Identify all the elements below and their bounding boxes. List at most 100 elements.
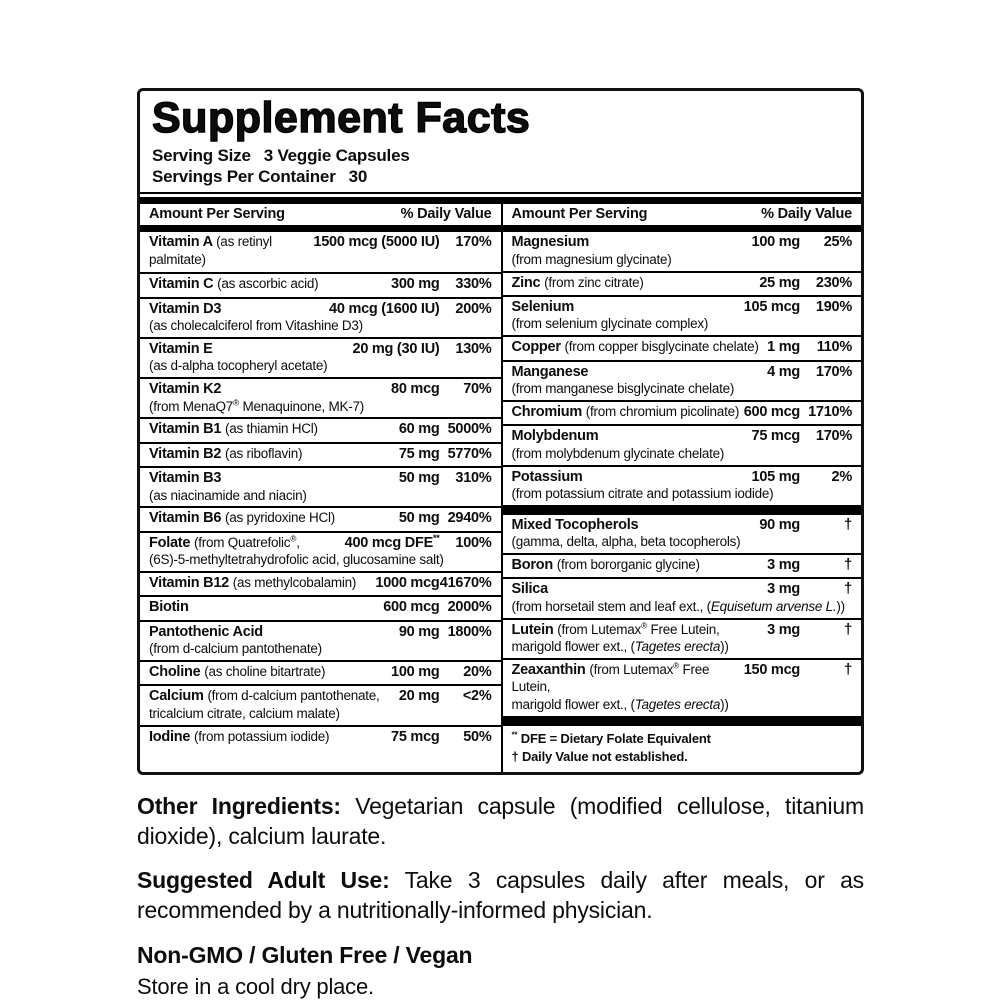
ingredient-daily-value: <2% <box>462 688 492 705</box>
ingredient-detail: (from Quatrefolic®, <box>193 533 300 550</box>
ingredient-name: Iodine (from potassium iodide) <box>149 728 330 745</box>
ingredient-detail: (from Lutemax® Free Lutein, <box>511 660 710 695</box>
table-row: Silica 3 mg † (from horsetail stem and leaf… <box>502 577 861 617</box>
ingredient-detail: (as riboflavin) <box>224 445 303 461</box>
other-ingredients-paragraph: Other Ingredients: Vegetarian capsule (m… <box>137 791 864 852</box>
ingredient-source: (as niacinamide and niacin) <box>149 487 307 503</box>
ingredient-daily-value: 170% <box>815 363 852 380</box>
ingredient-amount: 25 mg <box>759 274 800 291</box>
table-row: Vitamin B1 (as thiamin HCl) 60 mg 5000% <box>140 417 501 441</box>
table-row: Copper (from copper bisglycinate chelate… <box>502 335 861 359</box>
ingredient-amount: 1500 mcg (5000 IU) <box>313 234 440 251</box>
ingredient-amount: 100 mg <box>391 664 440 680</box>
panel-title: Supplement Facts <box>151 94 531 142</box>
ingredient-daily-value: 200% <box>455 300 492 317</box>
ingredient-daily-value: 5770% <box>447 445 492 462</box>
label-lower-text: Other Ingredients: Vegetarian capsule (m… <box>137 791 864 1000</box>
serving-size-line: Serving Size 3 Veggie Capsules <box>152 146 849 167</box>
table-row: Folate (from Quatrefolic®, 400 mcg DFE** 1… <box>140 530 501 571</box>
table-row: Pantothenic Acid 90 mg 1800% (from d-calciu… <box>140 619 501 660</box>
ingredient-amount: 105 mcg <box>743 299 801 316</box>
ingredient-daily-value: 330% <box>455 276 492 293</box>
footnote: † Daily Value not established. <box>511 748 688 764</box>
ingredient-amount: 3 mg <box>767 581 800 598</box>
ingredient-amount: 600 mcg <box>743 403 801 420</box>
column-header-amount: Amount Per Serving <box>511 206 648 223</box>
ingredient-amount: 50 mg <box>398 470 440 487</box>
ingredient-source: (as cholecalciferol from Vitashine D3) <box>149 318 363 334</box>
serving-size-label: Serving Size <box>152 146 251 165</box>
table-row: Vitamin C (as ascorbic acid) 300 mg 330% <box>140 272 501 296</box>
ingredient-name: Vitamin B12 (as methylcobalamin) <box>149 574 357 591</box>
mineral-rows: Magnesium 100 mg 25% (from magnesium glycin… <box>502 232 861 505</box>
ingredient-amount: 3 mg <box>767 557 800 574</box>
ingredient-name: Vitamin E <box>149 340 213 357</box>
section-divider-bar <box>502 504 861 515</box>
ingredient-daily-value: 2940% <box>447 510 492 527</box>
ingredient-daily-value: † <box>844 621 852 638</box>
ingredient-source: (from potassium citrate and potassium io… <box>511 485 774 501</box>
table-row: Selenium 105 mcg 190% (from selenium glycin… <box>502 295 861 335</box>
footnotes: ** DFE = Dietary Folate Equivalent † Dail… <box>503 726 862 772</box>
ingredient-daily-value: 70% <box>463 381 492 398</box>
ingredient-daily-value: 50% <box>463 728 492 745</box>
ingredient-amount: 80 mcg <box>391 381 440 398</box>
ingredient-amount: 90 mg <box>398 623 440 640</box>
table-row: Lutein (from Lutemax® Free Lutein, 3 mg † m… <box>502 617 861 658</box>
column-header-dv: % Daily Value <box>761 206 852 223</box>
column-header-amount: Amount Per Serving <box>149 206 285 223</box>
ingredient-daily-value: 130% <box>455 340 492 357</box>
right-column-header: Amount Per Serving % Daily Value <box>502 197 861 233</box>
ingredient-daily-value: † <box>844 661 852 678</box>
right-column: Amount Per Serving % Daily Value Magnesi… <box>500 197 862 772</box>
footnote: ** DFE = Dietary Folate Equivalent <box>511 730 711 746</box>
ingredient-detail: (as retinyl palmitate) <box>149 234 272 267</box>
ingredient-amount: 75 mcg <box>391 728 440 745</box>
ingredient-detail: (as pyridoxine HCl) <box>224 510 335 526</box>
ingredient-daily-value: 41670% <box>439 574 492 591</box>
table-row: Potassium 105 mg 2% (from potassium citrate… <box>502 464 861 505</box>
other-ingredients-text: Vegetarian capsule (modified cellulose, … <box>137 792 864 850</box>
table-row: Iodine (from potassium iodide) 75 mcg 50% <box>140 724 501 749</box>
ingredient-detail: (from Lutemax® Free Lutein, <box>557 620 720 637</box>
table-row: Vitamin B6 (as pyridoxine HCl) 50 mg 2940% <box>140 506 501 530</box>
ingredient-daily-value: 170% <box>455 234 492 251</box>
ingredient-detail: (from d-calcium pantothenate, <box>207 688 380 704</box>
ingredient-name: Choline (as choline bitartrate) <box>149 664 326 680</box>
ingredient-name: Zinc (from zinc citrate) <box>511 274 644 291</box>
ingredient-daily-value: 1710% <box>808 403 852 420</box>
section-divider-bar <box>502 715 861 726</box>
servings-per-container-value: 30 <box>348 166 368 186</box>
ingredient-name: Molybdenum <box>511 428 599 445</box>
ingredient-daily-value: 1800% <box>447 623 492 640</box>
ingredient-amount: 20 mg (30 IU) <box>352 340 440 357</box>
ingredient-name: Chromium (from chromium picolinate) <box>511 403 740 420</box>
ingredient-daily-value: 100% <box>455 534 492 551</box>
ingredient-amount: 60 mg <box>398 421 440 438</box>
other-ingredients-label: Other Ingredients: <box>137 792 341 819</box>
ingredient-detail: (as thiamin HCl) <box>224 421 318 437</box>
left-column: Amount Per Serving % Daily Value Vitamin… <box>140 197 501 771</box>
ingredient-name: Vitamin K2 <box>149 381 222 398</box>
ingredient-name: Selenium <box>511 299 575 316</box>
ingredient-source: (from molybdenum glycinate chelate) <box>511 445 725 461</box>
ingredient-source: (from d-calcium pantothenate) <box>149 641 322 657</box>
table-row: Vitamin D3 40 mcg (1600 IU) 200% (as cholec… <box>140 296 501 337</box>
panel-header: Supplement Facts Serving Size 3 Veggie Ca… <box>140 91 861 195</box>
ingredient-detail: (from copper bisglycinate chelate) <box>564 339 759 355</box>
ingredient-source: marigold flower ext., (Tagetes erecta)) <box>511 639 729 655</box>
ingredient-detail: (from potassium iodide) <box>193 728 330 744</box>
ingredient-daily-value: 110% <box>816 339 853 356</box>
ingredient-name: Vitamin D3 <box>149 300 222 317</box>
facts-columns: Amount Per Serving % Daily Value Vitamin… <box>140 197 862 772</box>
suggested-use-paragraph: Suggested Adult Use: Take 3 capsules dai… <box>137 865 864 926</box>
suggested-use-text: Take 3 capsules daily after meals, or as… <box>137 866 864 923</box>
ingredient-amount: 90 mg <box>759 516 800 533</box>
table-row: Molybdenum 75 mcg 170% (from molybdenum gly… <box>502 424 861 464</box>
ingredient-source: tricalcium citrate, calcium malate) <box>149 705 340 721</box>
ingredient-amount: 300 mg <box>391 276 440 293</box>
ingredient-name: Potassium <box>511 468 583 485</box>
ingredient-daily-value: 25% <box>823 234 853 251</box>
ingredient-name: Biotin <box>149 599 189 616</box>
ingredient-name: Boron (from bororganic glycine) <box>511 557 701 574</box>
